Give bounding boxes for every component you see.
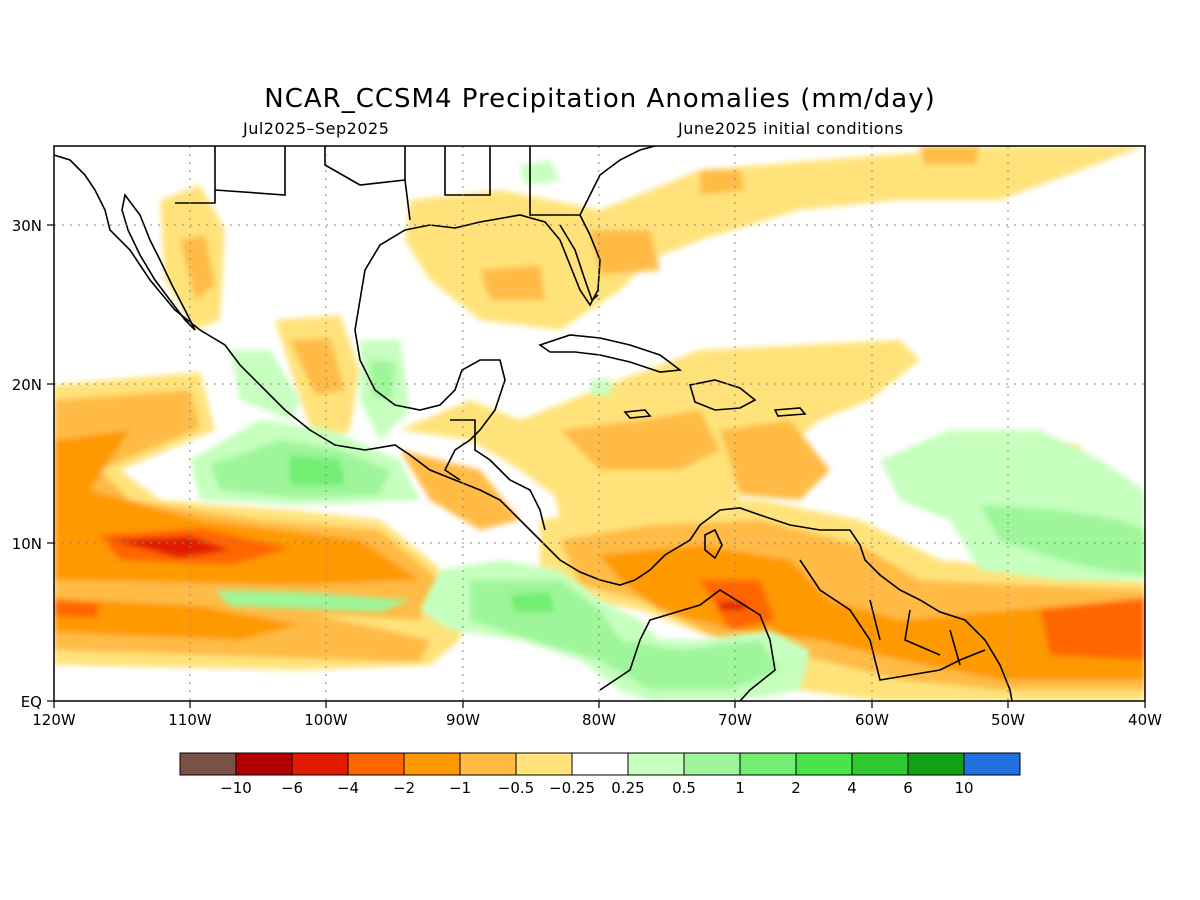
x-tick-label: 70W <box>718 711 752 729</box>
y-tick-label: 10N <box>12 535 42 553</box>
anomaly-region <box>180 235 215 300</box>
anomaly-region <box>290 338 345 395</box>
anomaly-region <box>980 505 1145 575</box>
jamaica <box>623 409 652 419</box>
colorbar-swatch <box>459 752 517 776</box>
gulf-north-coast <box>359 214 601 307</box>
colorbar-label: 0.5 <box>672 779 696 797</box>
colorbar-swatch <box>515 752 573 776</box>
puerto-rico <box>773 407 807 417</box>
colorbar: −10 −6 −4 −2 −1 −0.5 −0.25 0.25 0.5 1 2 4 6 10 <box>179 752 1021 797</box>
x-tick-label: 60W <box>855 711 889 729</box>
y-tick-label: 30N <box>12 217 42 235</box>
x-tick-label: 40W <box>1128 711 1162 729</box>
initial-conditions: June2025 initial conditions <box>678 119 904 138</box>
colorbar-swatch <box>291 752 349 776</box>
anomaly-region <box>590 378 612 395</box>
anomaly-region <box>920 146 980 165</box>
colorbar-label: −2 <box>393 779 415 797</box>
anomaly-region <box>230 350 300 420</box>
anomaly-region <box>1040 598 1145 660</box>
y-tick-label: EQ <box>21 693 42 711</box>
anomaly-region <box>110 536 230 558</box>
colorbar-label: −10 <box>220 779 252 797</box>
baja-california <box>121 193 196 331</box>
colorbar-swatch <box>347 752 405 776</box>
colorbar-swatch <box>739 752 797 776</box>
anomaly-region <box>290 455 345 485</box>
colorbar-swatch <box>403 752 461 776</box>
y-axis-labels: EQ 10N 20N 30N <box>12 217 42 711</box>
x-tick-label: 100W <box>304 711 348 729</box>
anomaly-region <box>405 146 1145 330</box>
x-tick-label: 110W <box>168 711 212 729</box>
central-america-borders <box>450 419 546 531</box>
anomaly-region <box>54 598 300 640</box>
anomaly-region <box>560 410 720 470</box>
anomaly-region <box>700 170 745 195</box>
south-america-borders <box>599 559 986 701</box>
anomaly-region <box>480 265 545 300</box>
anomaly-region <box>370 360 395 400</box>
anomaly-region <box>720 420 830 500</box>
colorbar-swatch <box>627 752 685 776</box>
colorbar-label: −0.25 <box>549 779 595 797</box>
x-tick-label: 90W <box>446 711 480 729</box>
anomaly-region <box>590 230 660 275</box>
colorbar-label: −1 <box>449 779 471 797</box>
anomaly-region <box>720 602 745 610</box>
x-tick-label: 120W <box>32 711 76 729</box>
gulf-coast <box>354 299 506 481</box>
colorbar-swatch <box>235 752 293 776</box>
florida <box>559 224 599 302</box>
colorbar-swatch <box>795 752 853 776</box>
axis-ticks <box>47 224 1146 708</box>
colorbar-label: −4 <box>337 779 359 797</box>
colorbar-swatch <box>963 752 1021 776</box>
south-america-coastline <box>634 507 1013 701</box>
y-tick-label: 20N <box>12 376 42 394</box>
forecast-period: Jul2025–Sep2025 <box>243 119 390 138</box>
maracaibo <box>704 528 723 560</box>
x-tick-label: 50W <box>991 711 1025 729</box>
colorbar-swatch <box>571 752 629 776</box>
colorbar-label: 0.25 <box>611 779 644 797</box>
colorbar-swatch <box>907 752 965 776</box>
colorbar-swatch <box>683 752 741 776</box>
us-east-coast <box>579 146 656 216</box>
hispaniola <box>688 379 757 411</box>
colorbar-label: 1 <box>735 779 745 797</box>
borders <box>175 146 580 221</box>
anomaly-region <box>510 592 555 612</box>
grid-lines <box>54 146 1145 701</box>
anomaly-region <box>54 600 100 618</box>
colorbar-label: 10 <box>954 779 973 797</box>
colorbar-label: −6 <box>281 779 303 797</box>
colorbar-label: −0.5 <box>498 779 534 797</box>
cuba <box>538 334 683 373</box>
x-tick-label: 80W <box>582 711 616 729</box>
anomaly-region <box>215 590 410 612</box>
colorbar-label: 4 <box>847 779 857 797</box>
colorbar-swatch <box>851 752 909 776</box>
colorbar-label: 2 <box>791 779 801 797</box>
colorbar-label: 6 <box>903 779 913 797</box>
x-axis-labels: 120W 110W 100W 90W 80W 70W 60W 50W 40W <box>32 711 1162 729</box>
anomaly-fields <box>54 146 1145 701</box>
chart-title: NCAR_CCSM4 Precipitation Anomalies (mm/d… <box>264 84 936 114</box>
colorbar-swatch <box>179 752 237 776</box>
